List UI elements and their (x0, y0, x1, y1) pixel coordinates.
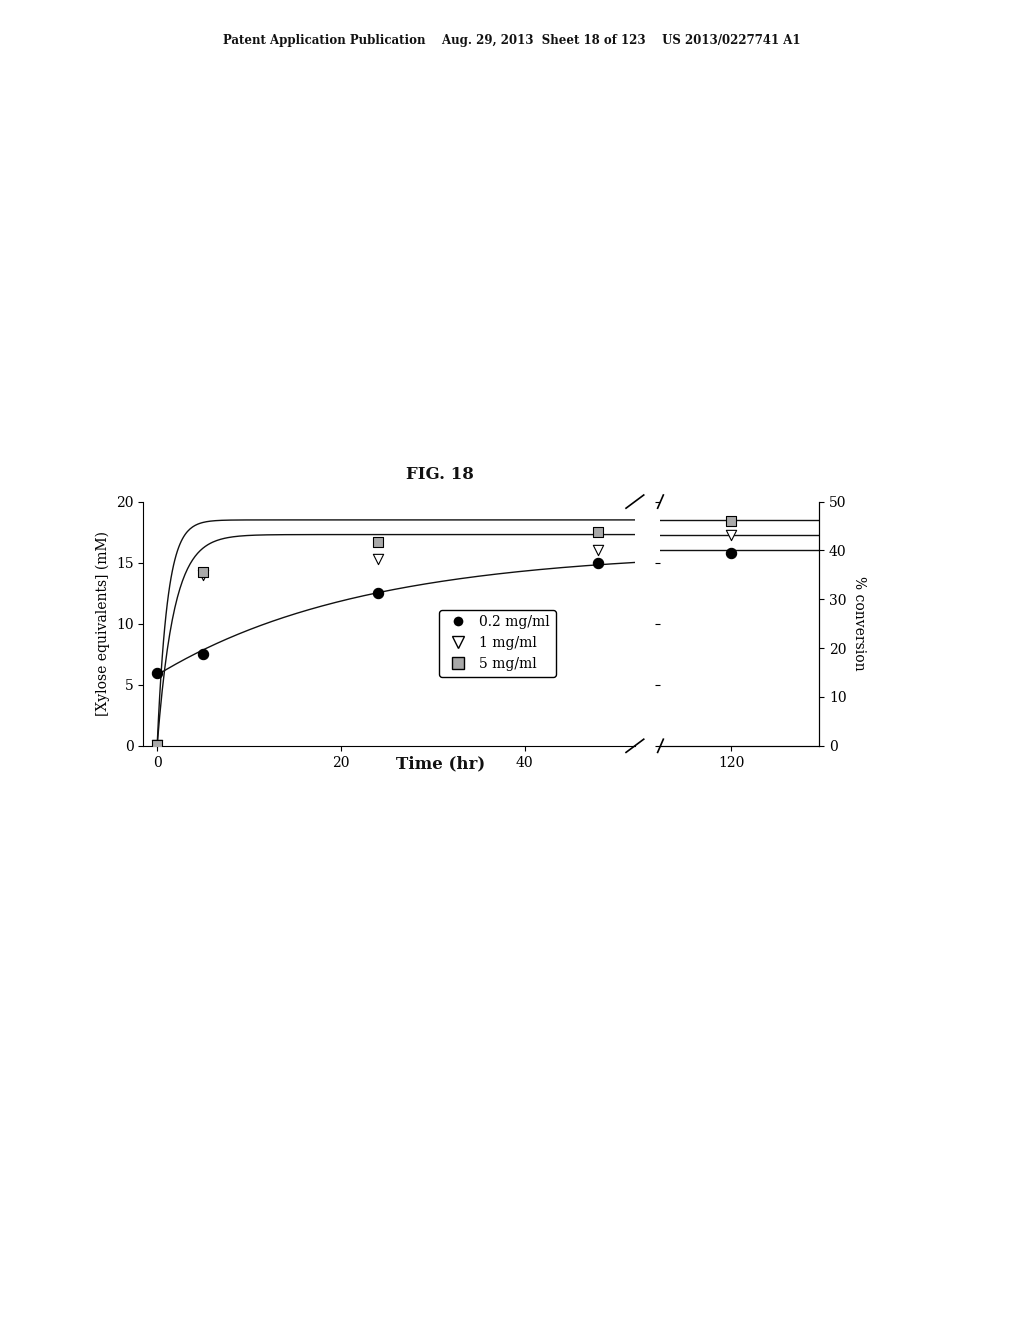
Point (370, 582, 386, 603)
Point (723, 543, 739, 564)
Legend: 0.2 mg/ml, 1 mg/ml, 5 mg/ml: 0.2 mg/ml, 1 mg/ml, 5 mg/ml (439, 610, 556, 677)
Text: Time (hr): Time (hr) (395, 755, 485, 772)
Point (590, 552, 606, 573)
Text: Patent Application Publication    Aug. 29, 2013  Sheet 18 of 123    US 2013/0227: Patent Application Publication Aug. 29, … (223, 34, 801, 48)
Point (370, 532, 386, 553)
Point (723, 511, 739, 532)
Point (195, 565, 211, 586)
Point (590, 521, 606, 543)
Point (723, 524, 739, 545)
Point (195, 644, 211, 665)
Point (148, 735, 165, 756)
Y-axis label: % conversion: % conversion (852, 577, 866, 671)
Point (590, 540, 606, 561)
Text: FIG. 18: FIG. 18 (407, 466, 474, 483)
Point (148, 735, 165, 756)
Point (195, 562, 211, 583)
Point (148, 661, 165, 684)
Point (370, 548, 386, 569)
Y-axis label: [Xylose equivalents] (mM): [Xylose equivalents] (mM) (96, 531, 111, 717)
